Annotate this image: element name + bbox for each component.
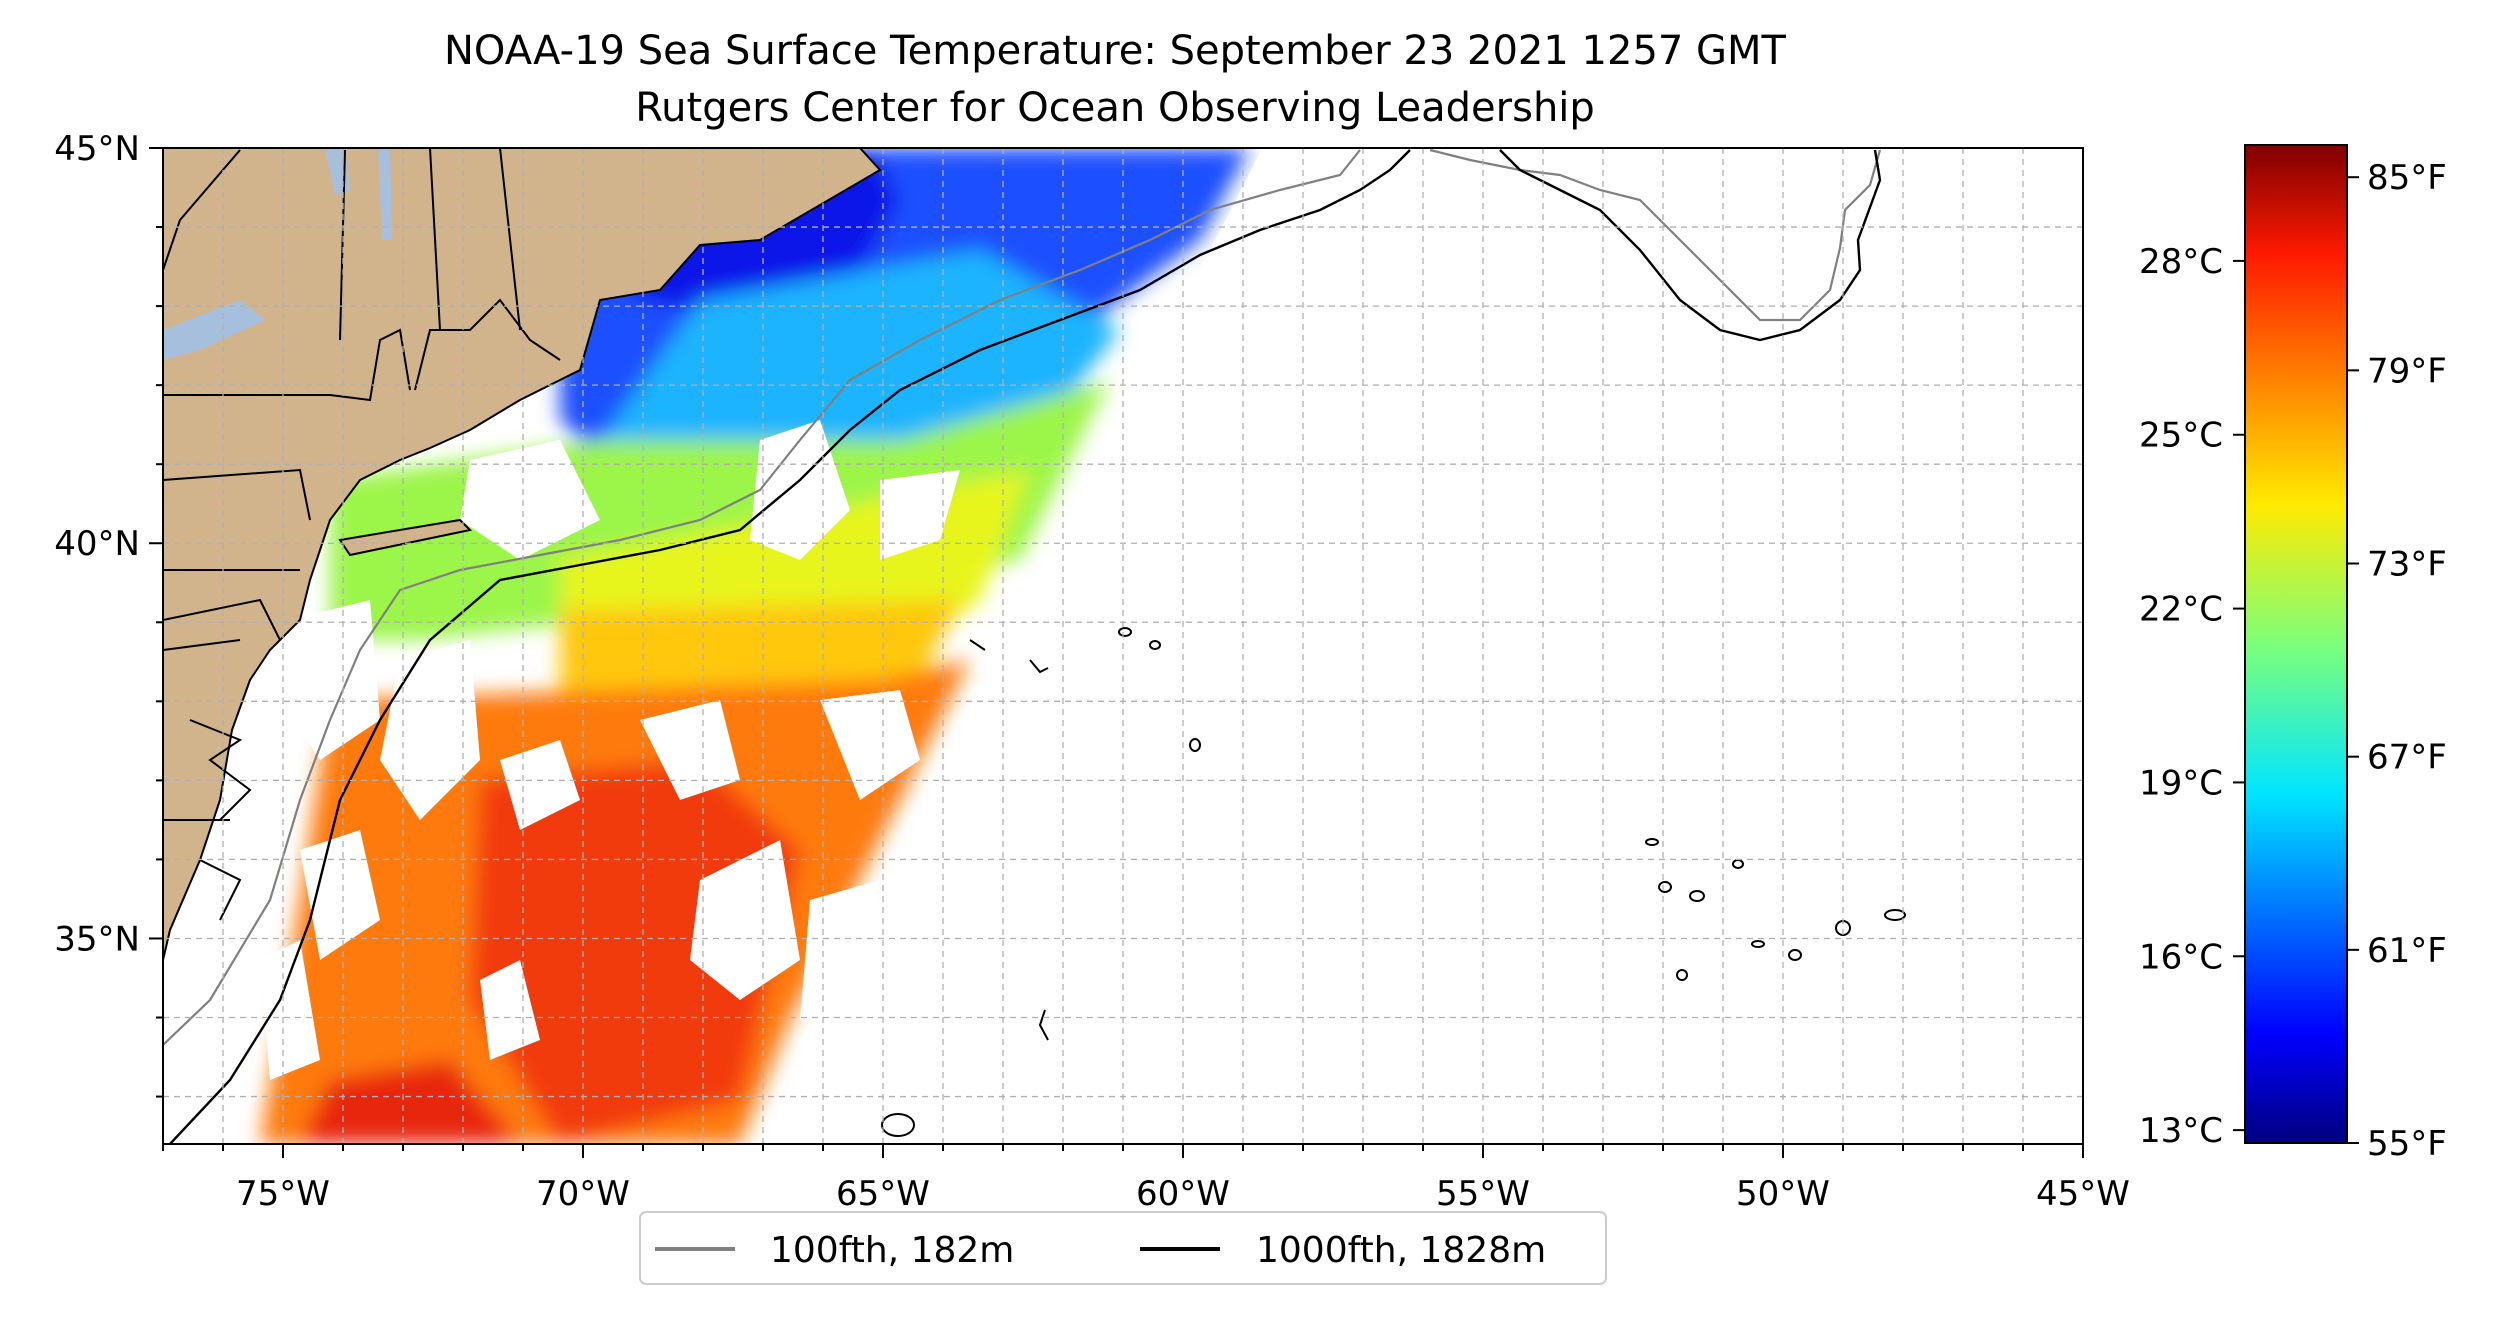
map-panel <box>163 148 2083 1144</box>
colorbar-fahrenheit-axis: 85°F 79°F 73°F 67°F 61°F 55°F <box>2347 158 2447 1164</box>
colorbar-label-f: 79°F <box>2367 351 2447 391</box>
colorbar-label-f: 61°F <box>2367 931 2447 971</box>
colorbar-gradient <box>2244 144 2348 1144</box>
colorbar-label-f: 67°F <box>2367 738 2447 778</box>
latitude-axis: 45°N 40°N 35°N <box>54 129 140 959</box>
longitude-axis: 75°W 70°W 65°W 60°W 55°W 50°W 45°W <box>236 1174 2130 1214</box>
colorbar-label-f: 55°F <box>2367 1124 2447 1164</box>
lon-tick-label: 60°W <box>1136 1174 1230 1214</box>
chart-title: NOAA-19 Sea Surface Temperature: Septemb… <box>444 28 1787 74</box>
axis-ticks <box>149 147 2084 1158</box>
chart-subtitle: Rutgers Center for Ocean Observing Leade… <box>635 85 1595 131</box>
legend-label-100fth: 100fth, 182m <box>770 1230 1014 1271</box>
lat-tick-label: 40°N <box>54 524 140 564</box>
cloud-gaps <box>260 420 960 1080</box>
lat-tick-label: 35°N <box>54 919 140 959</box>
lon-tick-label: 50°W <box>1736 1174 1830 1214</box>
state-borders <box>163 148 561 821</box>
lon-tick-label: 70°W <box>536 1174 630 1214</box>
colorbar-celsius-axis: 28°C 25°C 22°C 19°C 16°C 13°C <box>2139 242 2245 1151</box>
colorbar-label-c: 19°C <box>2139 763 2223 803</box>
lake <box>378 150 392 240</box>
legend: 100fth, 182m 1000fth, 1828m <box>639 1211 1607 1285</box>
lon-tick-label: 45°W <box>2036 1174 2130 1214</box>
lake <box>163 300 265 360</box>
colorbar-label-c: 22°C <box>2139 590 2223 630</box>
lon-tick-label: 55°W <box>1436 1174 1530 1214</box>
legend-box <box>639 1211 1607 1285</box>
colorbar-label-c: 28°C <box>2139 242 2223 282</box>
colorbar-label-f: 85°F <box>2367 158 2447 198</box>
isobath-100fth <box>163 148 1882 1046</box>
legend-label-1000fth: 1000fth, 1828m <box>1256 1230 1546 1271</box>
colorbar-label-f: 73°F <box>2367 545 2447 585</box>
land <box>163 148 882 961</box>
lon-tick-label: 65°W <box>836 1174 930 1214</box>
islands <box>338 518 473 557</box>
colorbar-label-c: 25°C <box>2139 416 2223 456</box>
isobath-1000fth <box>169 149 1882 1144</box>
lat-tick-label: 45°N <box>54 129 140 169</box>
colorbar-label-c: 13°C <box>2139 1111 2223 1151</box>
seamounts <box>881 627 1906 1137</box>
swath-edge <box>766 148 2083 1144</box>
lon-tick-label: 75°W <box>236 1174 330 1214</box>
colorbar: 28°C 25°C 22°C 19°C 16°C 13°C 85°F 79°F 73°F 67°… <box>2139 144 2447 1164</box>
gridlines <box>163 148 2083 1144</box>
colorbar-label-c: 16°C <box>2139 937 2223 977</box>
